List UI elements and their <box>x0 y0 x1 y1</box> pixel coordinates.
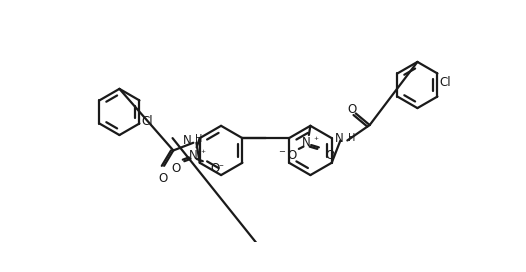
Text: N: N <box>183 134 192 147</box>
Text: N: N <box>335 132 343 145</box>
Text: O: O <box>347 103 357 116</box>
Text: N: N <box>189 149 198 162</box>
Text: O: O <box>326 149 335 162</box>
Text: N: N <box>302 136 311 149</box>
Text: $^+$: $^+$ <box>312 136 320 145</box>
Text: $^-$O: $^-$O <box>277 149 298 162</box>
Text: $^-$: $^-$ <box>217 161 224 170</box>
Text: O: O <box>171 162 180 175</box>
Text: Cl: Cl <box>439 76 451 89</box>
Text: H: H <box>348 133 356 143</box>
Text: $^+$: $^+$ <box>199 148 207 157</box>
Text: Cl: Cl <box>141 115 154 128</box>
Text: O: O <box>210 162 220 175</box>
Text: H: H <box>195 134 203 144</box>
Text: O: O <box>158 172 167 185</box>
